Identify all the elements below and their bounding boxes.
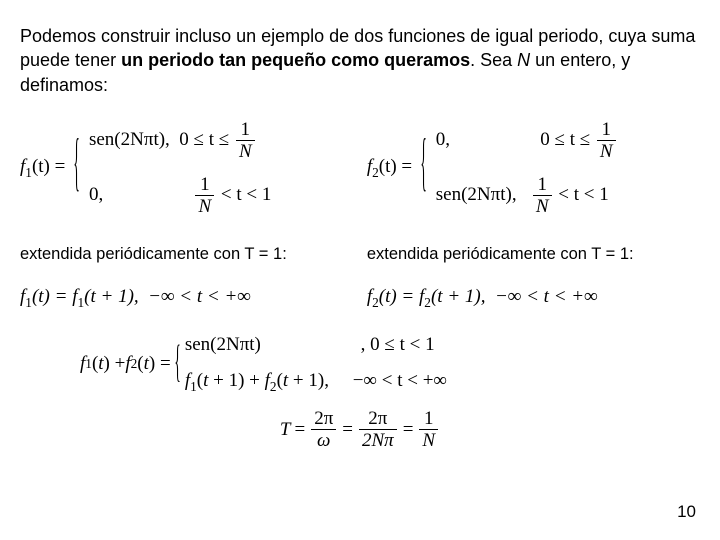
sum-botcond: −∞ < t < +∞ xyxy=(353,370,447,391)
page-number: 10 xyxy=(677,502,696,522)
f1-frac-top: 1N xyxy=(236,120,255,161)
f2-sen: sen xyxy=(436,184,461,205)
caption-2: extendida periódicamente con T = 1: xyxy=(367,245,700,264)
slide-content: Podemos construir incluso un ejemplo de … xyxy=(0,0,720,450)
f1-botval: 0, xyxy=(89,184,103,205)
frac-2pi-2npi: 2π2Nπ xyxy=(359,409,397,450)
intro-text-c: . Sea xyxy=(470,50,517,70)
captions-row: extendida periódicamente con T = 1: exte… xyxy=(20,239,700,270)
f2-botcond: < t < 1 xyxy=(558,184,608,205)
f2-definition: f2(t) = { 0, 0 ≤ t ≤ 1N sen(2Nπt), 1N < … xyxy=(367,113,700,223)
f2-senarg: (2Nπt), xyxy=(461,184,517,205)
f1-sub: 1 xyxy=(25,165,32,180)
frac-1-n: 1N xyxy=(419,409,438,450)
f2-topval: 0, xyxy=(436,129,450,150)
eq-sign-2: = xyxy=(403,419,414,441)
f1-arg: (t) = xyxy=(32,156,65,177)
f2-pieces: 0, 0 ≤ t ≤ 1N sen(2Nπt), 1N < t < 1 xyxy=(436,113,618,223)
f1-sen: sen xyxy=(89,129,114,150)
intro-N: N xyxy=(517,50,530,70)
extensions-row: f1(t) = f1(t + 1), −∞ < t < +∞ f2(t) = f… xyxy=(20,286,700,311)
caption-1: extendida periódicamente con T = 1: xyxy=(20,245,353,264)
left-brace-icon: { xyxy=(174,338,180,391)
left-brace-icon: { xyxy=(73,129,79,204)
intro-paragraph: Podemos construir incluso un ejemplo de … xyxy=(20,24,700,97)
f2-sub: 2 xyxy=(372,165,379,180)
ext2: f2(t) = f2(t + 1), −∞ < t < +∞ xyxy=(367,286,700,311)
f1-pieces: sen(2Nπt), 0 ≤ t ≤ 1N 0, 1N < t < 1 xyxy=(89,113,271,223)
sum-topcond: , 0 ≤ t < 1 xyxy=(361,334,435,355)
f2-arg: (t) = xyxy=(379,156,412,177)
f2-frac-bot: 1N xyxy=(533,175,552,216)
f2-frac-top: 1N xyxy=(597,120,616,161)
sum-senarg: (2Nπt) xyxy=(210,334,261,355)
f1-definition: f1(t) = { sen(2Nπt), 0 ≤ t ≤ 1N 0, 1N < … xyxy=(20,113,353,223)
sum-pieces: sen(2Nπt) , 0 ≤ t < 1 f1(t + 1) + f2(t +… xyxy=(185,327,447,402)
left-brace-icon: { xyxy=(420,129,426,204)
f1-frac-bot: 1N xyxy=(195,175,214,216)
frac-2pi-omega: 2πω xyxy=(311,409,336,450)
f2-topcond: 0 ≤ t ≤ xyxy=(540,129,590,150)
definitions-row: f1(t) = { sen(2Nπt), 0 ≤ t ≤ 1N 0, 1N < … xyxy=(20,113,700,223)
f1-topcond: 0 ≤ t ≤ xyxy=(179,129,229,150)
period-equation: T = 2πω = 2π2Nπ = 1N xyxy=(20,409,700,450)
ext1: f1(t) = f1(t + 1), −∞ < t < +∞ xyxy=(20,286,353,311)
intro-bold: un periodo tan pequeño como queramos xyxy=(121,50,470,70)
eq-sign: = xyxy=(342,419,353,441)
f1-botcond: < t < 1 xyxy=(221,184,271,205)
sum-sen: sen xyxy=(185,334,210,355)
sum-equation: f1(t) + f2(t) = { sen(2Nπt) , 0 ≤ t < 1 … xyxy=(80,327,700,402)
f1-senarg: (2Nπt), xyxy=(114,129,170,150)
